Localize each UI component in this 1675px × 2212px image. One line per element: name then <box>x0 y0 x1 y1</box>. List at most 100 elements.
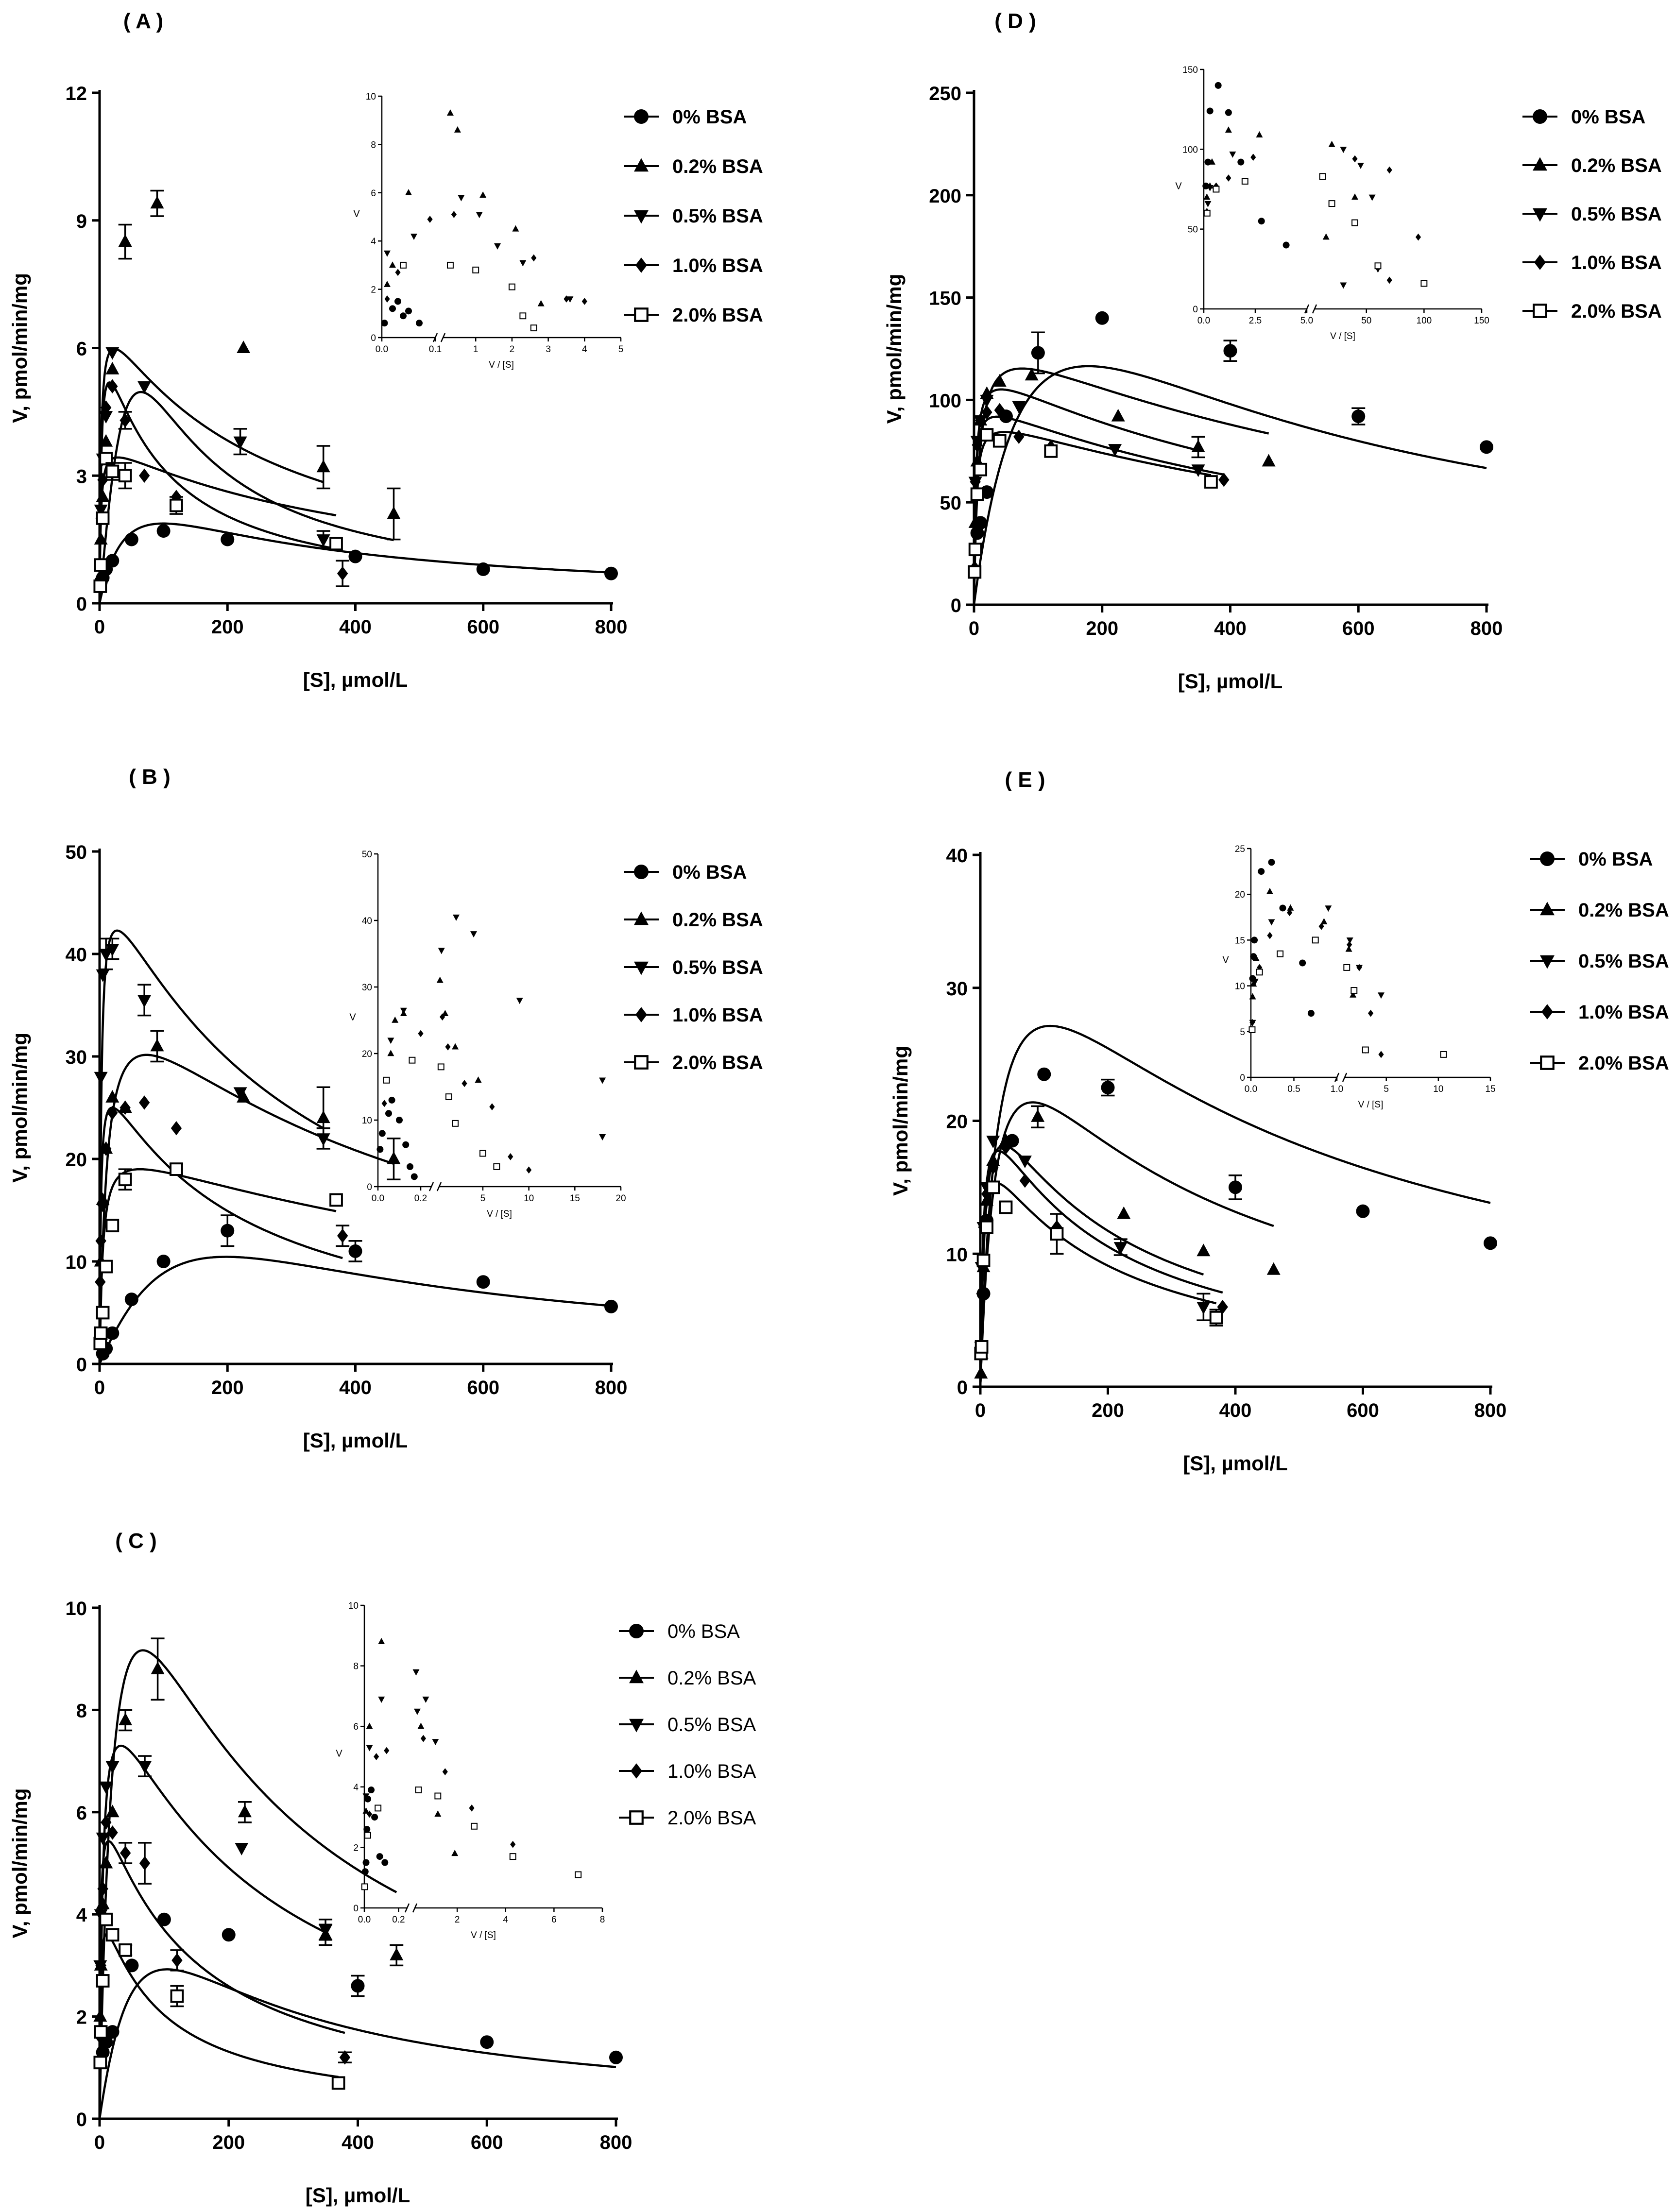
inset-point-series-3 <box>387 1038 394 1044</box>
panel-label: ( B ) <box>129 765 171 789</box>
inset-point-series-4 <box>381 1100 387 1107</box>
legend-label: 0.2% BSA <box>672 909 763 931</box>
inset-point-series-5 <box>1241 178 1248 185</box>
inset-plot: 0 2 4 6 8 10 0.0 0.2 2 4 6 8 V / [S] V <box>336 1601 605 1940</box>
data-point-series-5 <box>980 1220 993 1234</box>
legend-item: 1.0% BSA <box>1522 252 1662 273</box>
data-point-series-5 <box>170 1989 184 2003</box>
data-point-series-2 <box>99 1855 113 1869</box>
inset-y-tick-label: 8 <box>371 140 376 150</box>
y-axis-label: V, pmol/min/mg <box>8 1788 31 1939</box>
inset-y-tick-label: 4 <box>353 1783 359 1793</box>
inset-point-series-4 <box>564 295 569 303</box>
y-tick-label: 3 <box>76 466 87 487</box>
x-tick-label: 200 <box>211 1377 244 1398</box>
inset-point-series-5 <box>409 1056 416 1064</box>
x-tick-label: 600 <box>1347 1400 1379 1421</box>
legend-marker <box>634 961 649 975</box>
inset-x-tick-label: 6 <box>551 1915 557 1925</box>
inset-x-tick-label: 0.2 <box>392 1915 405 1925</box>
data-point-series-5 <box>99 1912 113 1926</box>
inset-point-series-4 <box>1378 1051 1384 1058</box>
inset-axis-break <box>428 1182 434 1191</box>
inset-point-series-4 <box>1352 155 1358 163</box>
inset-point-series-5 <box>434 1792 442 1800</box>
legend-item: 1.0% BSA <box>624 255 763 276</box>
inset-point-series-4 <box>445 1043 451 1051</box>
data-point-series-5 <box>329 537 343 551</box>
legend-label: 1.0% BSA <box>672 1004 763 1026</box>
data-point-series-4 <box>95 1234 106 1248</box>
data-point-series-3 <box>96 969 110 982</box>
data-point-series-3 <box>1113 1242 1128 1255</box>
fit-curve-4 <box>973 415 1224 605</box>
legend-label: 0% BSA <box>1571 106 1645 128</box>
legend-item: 0.5% BSA <box>619 1714 756 1736</box>
data-point-series-2 <box>237 340 251 353</box>
legend: 0% BSA 0.2% BSA 0.5% BSA 1.0% BSA 2.0% BSA <box>624 106 763 326</box>
data-point-series-3 <box>99 1781 113 1794</box>
data-point-series-1 <box>105 2025 120 2039</box>
inset-point-series-4 <box>581 298 587 305</box>
y-tick-label: 0 <box>76 594 87 615</box>
x-tick-label: 800 <box>1474 1400 1507 1421</box>
data-point-series-4 <box>138 468 150 483</box>
inset-point-series-3 <box>1206 185 1214 191</box>
y-tick-label: 40 <box>66 944 87 966</box>
data-point-series-3 <box>980 394 994 408</box>
inset-x-tick-label: 5 <box>618 344 624 355</box>
data-point-series-5 <box>970 487 984 501</box>
data-point-series-5 <box>986 1180 1000 1194</box>
data-point-series-3 <box>233 436 247 449</box>
inset-point-series-5 <box>1328 200 1335 207</box>
data-point-series-4 <box>171 1953 183 1968</box>
inset-point-series-4 <box>362 1868 368 1875</box>
legend-item: 0% BSA <box>1530 849 1653 870</box>
data-point-series-2 <box>387 1151 401 1164</box>
data-point-series-2 <box>96 1896 110 1909</box>
fit-curve-3 <box>98 1744 326 2119</box>
inset-point-series-1 <box>1237 158 1245 166</box>
x-tick-label: 600 <box>467 1377 499 1398</box>
inset-x-tick-label: 0.0 <box>358 1915 371 1925</box>
inset-y-tick-label: 0 <box>367 1182 372 1192</box>
data-point-series-1 <box>970 526 984 540</box>
inset-y-axis-label: V <box>336 1749 342 1759</box>
inset-point-series-1 <box>389 305 396 312</box>
inset-point-series-1 <box>1282 241 1290 249</box>
inset-point-series-2 <box>1351 193 1359 200</box>
inset-point-series-5 <box>1374 262 1382 270</box>
legend-marker <box>635 1007 647 1022</box>
inset-point-series-3 <box>1340 147 1347 153</box>
data-point-series-3 <box>105 943 120 956</box>
inset-point-series-5 <box>575 1871 582 1878</box>
data-point-series-3 <box>1012 401 1026 414</box>
legend-item: 0% BSA <box>619 1621 740 1642</box>
inset-point-series-3 <box>1325 905 1332 912</box>
legend-marker <box>635 257 647 273</box>
data-point-series-4 <box>1000 1140 1011 1155</box>
data-point-series-2 <box>105 1090 120 1103</box>
data-point-series-5 <box>96 511 110 525</box>
legend: 0% BSA 0.2% BSA 0.5% BSA 1.0% BSA 2.0% BSA <box>1522 106 1662 322</box>
data-point-series-4 <box>171 1121 182 1136</box>
inset-point-series-5 <box>471 1822 478 1830</box>
data-point-series-4 <box>107 379 118 394</box>
data-point-series-2 <box>119 1713 133 1725</box>
legend-label: 0.5% BSA <box>672 957 763 978</box>
inset-point-series-4 <box>374 1753 379 1760</box>
x-tick-label: 400 <box>1214 618 1247 639</box>
data-point-series-4 <box>994 403 1005 418</box>
inset-x-tick-label: 0.2 <box>414 1193 427 1204</box>
x-tick-label: 600 <box>467 616 499 638</box>
inset-point-series-5 <box>1362 1046 1369 1054</box>
data-point-series-3 <box>137 381 152 394</box>
data-point-series-5 <box>96 1974 110 1988</box>
fit-curve-1 <box>98 522 612 604</box>
y-tick-label: 100 <box>929 390 961 411</box>
inset-point-series-1 <box>407 1163 413 1170</box>
inset-point-series-2 <box>1350 991 1357 998</box>
inset-point-series-2 <box>479 191 487 198</box>
inset-point-series-5 <box>508 283 515 290</box>
